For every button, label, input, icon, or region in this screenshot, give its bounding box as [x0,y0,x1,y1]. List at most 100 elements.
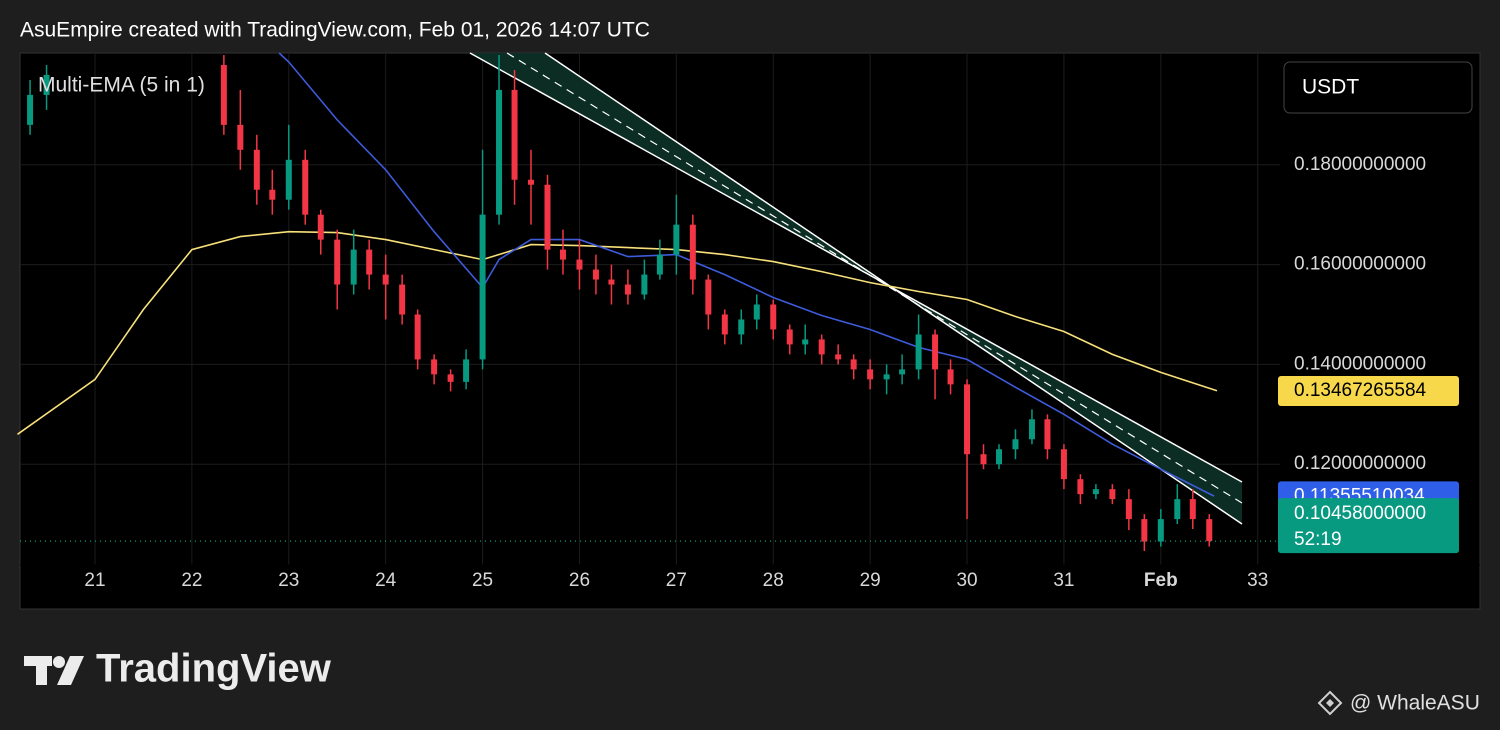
channel-mid [506,52,1243,504]
candle-body [1189,499,1196,520]
x-tick-label: 31 [1053,570,1074,591]
logo-part [53,656,65,668]
candle-body [1077,479,1084,495]
candle-body [302,159,309,215]
candle-body [334,239,341,285]
x-tick-label: Feb [1144,570,1178,591]
candle-body [237,124,244,150]
candle-body [431,359,438,375]
candle-body [399,284,406,315]
channel-drawing [469,52,1243,525]
candle-body [1141,519,1148,542]
plot [17,52,1280,552]
candle-body [624,284,631,295]
price-label: 0.13467265584 [1294,380,1427,401]
candle-body [27,94,34,125]
candle-body [496,89,503,215]
ema-line [17,230,1218,435]
axes: 0.12000000000 0.14000000000 0.16000000000 0… [84,154,1459,591]
candle-body [1206,519,1213,542]
logo-part [57,656,84,685]
y-tick-label: 0.16000000000 [1294,254,1426,275]
chart-title: AsuEmpire created with TradingView.com, … [20,19,650,42]
candle-body [382,274,389,285]
candle-body [899,369,906,375]
candle-body [915,334,922,370]
candle-body [447,374,454,382]
candle-body [317,214,324,240]
currency[interactable]: USDT [1302,76,1359,99]
price-countdown: 52:19 [1294,529,1342,550]
candle-body [350,249,357,285]
candle-body [673,224,680,255]
candle-body [947,369,954,385]
candle-body [850,359,857,370]
candle-body [544,184,551,250]
x-tick-label: 30 [956,570,977,591]
x-tick-label: 33 [1247,570,1268,591]
candle-body [1125,499,1132,520]
x-tick-label: 28 [763,570,784,591]
candle-body [1060,449,1067,480]
x-tick-label: 29 [860,570,881,591]
brand-logo [24,656,84,685]
author-icon [1317,690,1343,716]
candle-body [786,329,793,345]
candle-body [1109,489,1116,500]
price-label: 0.10458000000 [1294,503,1426,524]
candle-body [1028,419,1035,440]
y-tick-label: 0.14000000000 [1294,353,1426,374]
logo-part [36,656,47,685]
candle-body [689,224,696,280]
candle-body [592,269,599,280]
y-tick-label: 0.12000000000 [1294,453,1426,474]
candle-body [253,149,260,190]
candle-body [705,279,712,315]
indicator-label: Multi-EMA (5 in 1) [38,74,205,97]
candle-body [608,279,615,285]
candle-body [43,74,50,95]
candle-body [528,179,535,185]
candle-body [1157,519,1164,542]
x-tick-label: 23 [278,570,299,591]
candle-body [463,359,470,382]
candle-body [1044,419,1051,450]
candle-body [285,159,292,200]
channel-lower [544,52,1243,525]
candle-body [802,339,809,345]
candle-body [883,374,890,380]
candle-body [511,89,518,180]
candle-body [576,259,583,270]
candle-body [932,334,939,370]
candle-body [753,304,760,320]
candle-body [818,339,825,355]
candle-body [641,274,648,295]
candle-body [479,214,486,360]
x-tick-label: 27 [666,570,687,591]
candle-body [835,354,842,360]
candle-body [1174,499,1181,520]
x-tick-label: 24 [375,570,397,591]
candle-body [414,314,421,360]
candle-body [721,314,728,335]
candle-body [220,64,227,125]
price-label-box [1278,498,1459,554]
currency-box[interactable] [1283,61,1473,114]
icon-diamond [1317,690,1343,716]
ema-line [278,52,1215,497]
x-tick-label: 26 [569,570,590,591]
x-tick-label: 21 [84,570,105,591]
x-tick-label: 25 [472,570,493,591]
channel-upper [469,52,1243,483]
candle-body [1012,439,1019,450]
price-label-box [1278,375,1459,406]
candle-body [269,189,276,200]
candle-body [738,319,745,335]
candle-body [366,249,373,275]
candle-body [559,249,566,260]
icon-diamond-inner [1326,699,1334,707]
candle-body [1092,489,1099,495]
candle-body [980,454,987,465]
candle-body [656,254,663,275]
